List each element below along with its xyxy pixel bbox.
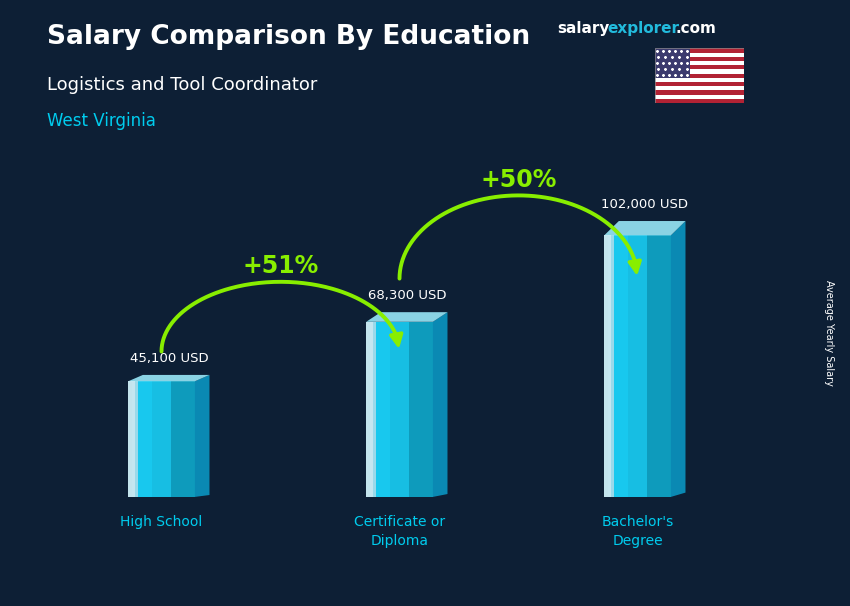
Bar: [654, 70, 744, 74]
Polygon shape: [413, 322, 416, 497]
Polygon shape: [406, 322, 410, 497]
Bar: [654, 48, 744, 53]
Polygon shape: [654, 235, 658, 497]
Text: 68,300 USD: 68,300 USD: [367, 289, 446, 302]
Polygon shape: [382, 322, 386, 497]
Polygon shape: [135, 381, 139, 497]
Polygon shape: [162, 381, 165, 497]
Bar: [654, 53, 744, 57]
Polygon shape: [638, 235, 641, 497]
Polygon shape: [671, 221, 685, 497]
Polygon shape: [182, 381, 184, 497]
Text: salary: salary: [557, 21, 609, 36]
Text: Bachelor's
Degree: Bachelor's Degree: [601, 515, 673, 548]
Text: explorer: explorer: [608, 21, 680, 36]
Polygon shape: [604, 235, 608, 497]
Bar: [654, 82, 744, 86]
Polygon shape: [641, 235, 644, 497]
Text: 45,100 USD: 45,100 USD: [129, 352, 208, 365]
Polygon shape: [403, 322, 406, 497]
Bar: [654, 90, 744, 95]
Text: 102,000 USD: 102,000 USD: [601, 198, 688, 211]
Polygon shape: [386, 322, 389, 497]
Polygon shape: [184, 381, 188, 497]
Polygon shape: [651, 235, 654, 497]
Polygon shape: [396, 322, 400, 497]
Polygon shape: [604, 221, 685, 235]
Polygon shape: [151, 381, 155, 497]
Polygon shape: [664, 235, 667, 497]
Polygon shape: [416, 322, 420, 497]
Polygon shape: [191, 381, 195, 497]
Polygon shape: [195, 375, 209, 497]
Text: High School: High School: [121, 515, 202, 529]
Text: +50%: +50%: [480, 168, 557, 192]
Polygon shape: [370, 322, 373, 497]
Polygon shape: [400, 322, 403, 497]
Bar: [654, 86, 744, 90]
Bar: [654, 74, 744, 78]
Polygon shape: [128, 381, 135, 497]
Text: Salary Comparison By Education: Salary Comparison By Education: [47, 24, 530, 50]
Polygon shape: [429, 322, 433, 497]
Polygon shape: [141, 381, 144, 497]
Polygon shape: [389, 322, 393, 497]
Bar: [654, 65, 744, 70]
Polygon shape: [433, 312, 447, 497]
Bar: [654, 95, 744, 99]
Polygon shape: [379, 322, 382, 497]
Polygon shape: [627, 235, 631, 497]
Polygon shape: [366, 322, 370, 497]
Polygon shape: [634, 235, 638, 497]
Polygon shape: [168, 381, 172, 497]
Polygon shape: [132, 381, 135, 497]
Polygon shape: [188, 381, 191, 497]
Polygon shape: [644, 235, 648, 497]
Text: Certificate or
Diploma: Certificate or Diploma: [354, 515, 445, 548]
Polygon shape: [426, 322, 429, 497]
Polygon shape: [631, 235, 634, 497]
Polygon shape: [128, 375, 209, 381]
Polygon shape: [615, 235, 617, 497]
Polygon shape: [148, 381, 151, 497]
Polygon shape: [422, 322, 426, 497]
Bar: [654, 48, 690, 78]
Polygon shape: [604, 235, 611, 497]
Polygon shape: [420, 322, 422, 497]
Polygon shape: [660, 235, 664, 497]
Polygon shape: [139, 381, 141, 497]
Text: Logistics and Tool Coordinator: Logistics and Tool Coordinator: [47, 76, 317, 94]
Polygon shape: [393, 322, 396, 497]
Polygon shape: [155, 381, 158, 497]
Polygon shape: [658, 235, 660, 497]
Polygon shape: [377, 322, 379, 497]
Text: .com: .com: [676, 21, 717, 36]
Polygon shape: [620, 235, 624, 497]
Polygon shape: [165, 381, 168, 497]
Polygon shape: [172, 381, 175, 497]
Polygon shape: [624, 235, 627, 497]
Polygon shape: [158, 381, 162, 497]
Bar: [654, 61, 744, 65]
Text: +51%: +51%: [242, 255, 319, 279]
Polygon shape: [667, 235, 671, 497]
Polygon shape: [175, 381, 178, 497]
Text: Average Yearly Salary: Average Yearly Salary: [824, 281, 834, 386]
Polygon shape: [373, 322, 377, 497]
Polygon shape: [648, 235, 651, 497]
Polygon shape: [178, 381, 182, 497]
Text: West Virginia: West Virginia: [47, 112, 156, 130]
Polygon shape: [608, 235, 611, 497]
Polygon shape: [366, 312, 447, 322]
Polygon shape: [611, 235, 615, 497]
Polygon shape: [144, 381, 148, 497]
Bar: [654, 57, 744, 61]
Polygon shape: [366, 322, 373, 497]
Polygon shape: [617, 235, 620, 497]
Bar: [654, 99, 744, 103]
Polygon shape: [410, 322, 413, 497]
Polygon shape: [128, 381, 132, 497]
Bar: [654, 78, 744, 82]
